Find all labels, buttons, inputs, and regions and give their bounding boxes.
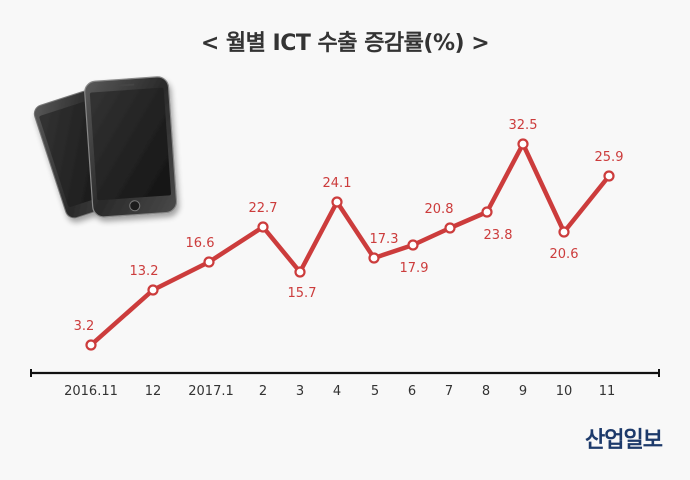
data-point-marker [444, 222, 456, 234]
x-axis [30, 369, 660, 377]
smartphones-illustration [33, 76, 178, 219]
data-label: 32.5 [509, 118, 538, 133]
x-tick-label: 3 [296, 384, 304, 399]
data-point-marker [407, 239, 419, 251]
x-tick-label: 7 [445, 384, 453, 399]
data-label: 25.9 [595, 150, 624, 165]
data-point-marker [481, 206, 493, 218]
front-phone-icon [84, 76, 178, 218]
x-tick-label: 2016.11 [64, 384, 118, 399]
data-point-marker [294, 266, 306, 278]
data-point-marker [558, 226, 570, 238]
data-label: 16.6 [186, 236, 215, 251]
data-point-marker [517, 138, 529, 150]
x-tick-label: 2017.1 [188, 384, 234, 399]
data-point-marker [147, 284, 159, 296]
data-point-markers [85, 138, 615, 351]
data-label: 23.8 [484, 228, 513, 243]
x-tick-label: 4 [333, 384, 341, 399]
chart-title: < 월별 ICT 수출 증감률(%) > [200, 31, 490, 56]
x-tick-label: 5 [371, 384, 379, 399]
data-point-marker [257, 221, 269, 233]
data-labels: 3.2 13.2 16.6 22.7 15.7 24.1 17.317.9 20.8 23.8 3… [74, 118, 624, 334]
x-axis-ticks: 2016.11 12 2017.1 2 3 4 5 6 7 8 9 10 11 [64, 384, 615, 399]
data-label: 22.7 [249, 201, 278, 216]
data-label: 20.8 [425, 202, 454, 217]
x-tick-label: 6 [408, 384, 416, 399]
x-tick-label: 8 [482, 384, 490, 399]
data-label: 13.2 [130, 264, 159, 279]
data-label: 20.6 [550, 247, 579, 262]
x-tick-label: 11 [599, 384, 616, 399]
data-label: 17.3 [370, 232, 399, 247]
data-point-marker [368, 252, 380, 264]
data-point-marker [603, 170, 615, 182]
x-tick-label: 2 [259, 384, 267, 399]
data-point-marker [331, 196, 343, 208]
data-label: 15.7 [288, 286, 317, 301]
publisher-logo: 산업일보 [585, 428, 663, 453]
x-tick-label: 9 [519, 384, 527, 399]
x-tick-label: 12 [145, 384, 162, 399]
data-label: 3.2 [74, 319, 95, 334]
x-tick-label: 10 [556, 384, 573, 399]
data-label: 24.1 [323, 176, 352, 191]
data-point-marker [203, 256, 215, 268]
data-point-marker [85, 339, 97, 351]
data-label: 17.9 [400, 261, 429, 276]
